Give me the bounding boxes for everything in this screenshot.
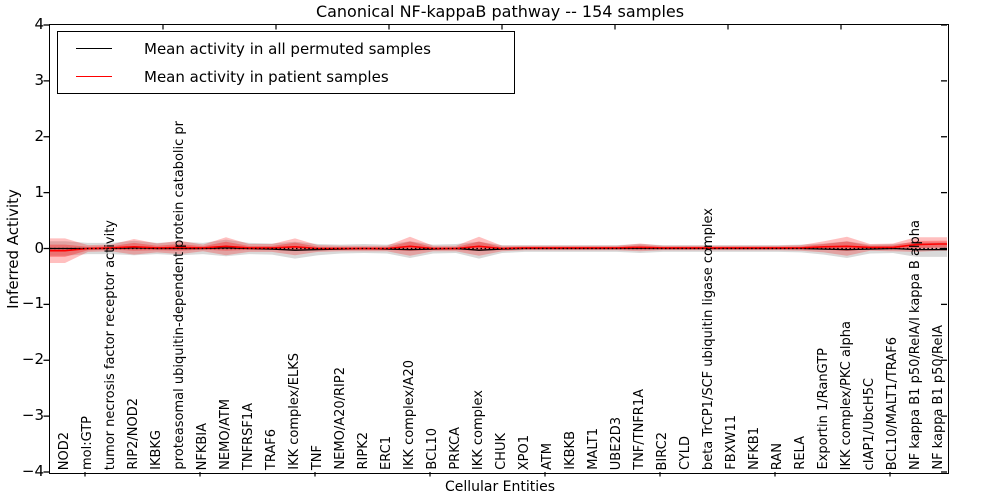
x-tick-label: TRAF6 — [264, 428, 279, 470]
x-tick-label: CHUK — [494, 433, 509, 470]
legend: Mean activity in all permuted samples Mea… — [57, 31, 515, 94]
x-tick-label: XPO1 — [517, 434, 532, 470]
x-tick-label: RAN — [770, 442, 785, 470]
x-tick-label: IKBKG — [149, 430, 164, 470]
y-tick-label: 4 — [34, 15, 44, 33]
x-tick-label: MALT1 — [586, 428, 601, 470]
x-tick-label: NF kappa B1 p50/RelA/I kappa B alpha — [908, 220, 923, 470]
x-tick-label: NOD2 — [57, 431, 72, 470]
y-tick-label: 0 — [34, 238, 44, 257]
x-tick-label: TNFRSF1A — [241, 402, 256, 470]
x-tick-label: UBE2D3 — [609, 416, 624, 470]
y-tick-label: −1 — [21, 294, 44, 313]
legend-item: Mean activity in all permuted samples — [58, 38, 514, 60]
x-tick-label: RIPK2 — [356, 432, 371, 470]
chart-svg — [43, 24, 947, 477]
x-tick-label: BCL10 — [425, 428, 440, 470]
x-axis-label: Cellular Entities — [444, 479, 556, 495]
x-tick-label: BIRC2 — [655, 431, 670, 471]
x-tick-label: FBXW11 — [724, 415, 739, 470]
x-tick-label: tumor necrosis factor receptor activity — [103, 219, 118, 470]
x-tick-label: NEMO/A20/RIP2 — [333, 367, 348, 470]
x-tick-label: IKK complex/ELKS — [287, 353, 302, 470]
x-tick-label: cIAP1/UbcH5C — [862, 377, 877, 470]
x-tick-label: NEMO/ATM — [218, 399, 233, 470]
x-tick-label: ATM — [540, 442, 555, 470]
chart-title: Canonical NF-kappaB pathway -- 154 sampl… — [315, 2, 685, 21]
legend-line-sample — [76, 76, 112, 77]
y-tick-label: −2 — [21, 350, 44, 369]
plot-area: NOD2 mol:GTP tumor necrosis factor recepto… — [43, 24, 949, 477]
legend-item-label: Mean activity in patient samples — [144, 67, 389, 86]
legend-line-sample — [76, 48, 112, 49]
x-tick-label: beta TrCP1/SCF ubiquitin ligase complex — [701, 207, 716, 470]
x-tick-label: RIP2/NOD2 — [126, 398, 141, 470]
x-tick-label: NFKBIA — [195, 422, 210, 470]
x-tick-label: TNF — [310, 444, 325, 470]
x-tick-label: PRKCA — [448, 427, 463, 470]
y-tick-label: −3 — [21, 406, 44, 425]
x-tick-label: BCL10/MALT1/TRAF6 — [885, 336, 900, 470]
x-tick-label: proteasomal ubiquitin-dependent protein … — [172, 121, 187, 470]
x-tick-label: CYLD — [678, 435, 693, 470]
x-tick-label: IKK complex/PKC alpha — [839, 320, 854, 470]
y-tick-label: 2 — [34, 126, 44, 145]
y-tick-label: 1 — [34, 182, 44, 201]
x-tick-label: IKBKB — [563, 431, 578, 470]
y-tick-label: −4 — [21, 462, 44, 480]
x-tick-label: ERC1 — [379, 436, 394, 470]
y-tick-label: 3 — [34, 70, 44, 89]
x-tick-label: mol:GTP — [80, 416, 95, 470]
x-tick-label: IKK complex/A20 — [402, 360, 417, 470]
x-tick-label: Exportin 1/RanGTP — [816, 348, 831, 470]
x-tick-label: IKK complex — [471, 389, 486, 470]
x-tick-label: RELA — [793, 436, 808, 470]
x-tick-label: NF kappa B1 p50/RelA — [931, 325, 946, 470]
x-tick-label: TNF/TNFR1A — [632, 389, 647, 470]
legend-item-label: Mean activity in all permuted samples — [144, 39, 431, 58]
x-tick-label: NFKB1 — [747, 427, 762, 470]
legend-item: Mean activity in patient samples — [58, 66, 514, 88]
